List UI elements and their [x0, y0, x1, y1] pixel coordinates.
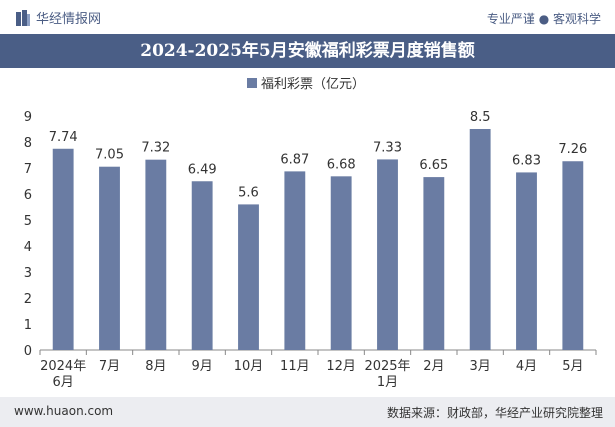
bar [516, 172, 537, 350]
bar [284, 171, 306, 350]
y-tick-label: 6 [24, 188, 32, 203]
data-label: 7.32 [141, 141, 170, 156]
x-tick-label: 8月 [145, 359, 166, 374]
y-tick-label: 8 [24, 136, 32, 151]
bar [562, 161, 584, 350]
footer-url: www.huaon.com [14, 404, 114, 418]
footer: www.huaon.com 数据来源：财政部，华经产业研究院整理 [0, 397, 615, 427]
slogan-right: 客观科学 [552, 12, 601, 26]
bar [377, 159, 398, 350]
bar [52, 148, 74, 350]
y-tick-label: 0 [24, 344, 32, 359]
y-tick-label: 7 [24, 162, 32, 177]
huaon-logo-icon [16, 9, 30, 26]
brand-name: 华经情报网 [36, 12, 102, 27]
data-label: 5.6 [238, 185, 259, 200]
data-label: 6.83 [512, 153, 541, 168]
bar [330, 176, 352, 350]
x-tick-label: 2025年 [364, 359, 410, 374]
slogan-left: 专业严谨 [486, 12, 535, 26]
y-tick-label: 1 [24, 318, 32, 333]
y-tick-label: 2 [24, 292, 32, 307]
legend-swatch [247, 78, 257, 88]
bar [423, 177, 445, 350]
x-tick-label: 7月 [99, 359, 120, 374]
x-tick-label: 11月 [280, 359, 310, 374]
y-tick-label: 3 [24, 266, 32, 281]
x-tick-label: 9月 [192, 359, 213, 374]
data-label: 6.65 [419, 158, 448, 173]
chart-title: 2024-2025年5月安徽福利彩票月度销售额 [0, 34, 615, 68]
x-tick-label: 6月 [53, 375, 74, 390]
x-tick-label: 12月 [326, 359, 356, 374]
bar [145, 159, 167, 350]
y-tick-label: 4 [24, 240, 32, 255]
top-bar: 华经情报网 专业严谨 ● 客观科学 [0, 0, 615, 34]
data-label: 7.74 [49, 130, 78, 145]
x-tick-label: 2月 [423, 359, 444, 374]
data-label: 6.87 [280, 152, 309, 167]
bar-chart: 福利彩票（亿元） 0 1 2 3 4 5 6 7 8 9 7.74 7.05 7.32 6.49 5.6 6.8… [24, 77, 597, 390]
data-label: 7.26 [558, 142, 587, 157]
x-tick-label: 3月 [470, 359, 491, 374]
x-tick-label: 10月 [234, 359, 264, 374]
bar [238, 204, 259, 350]
x-tick-label: 4月 [516, 359, 537, 374]
data-label: 6.49 [188, 162, 217, 177]
x-tick-label: 2024年 [40, 359, 86, 374]
brand: 华经情报网 [16, 8, 101, 27]
x-tick-label: 5月 [562, 359, 583, 374]
data-label: 8.5 [470, 110, 491, 125]
data-label: 7.33 [373, 140, 402, 155]
data-label: 6.68 [327, 157, 356, 172]
slogan: 专业严谨 ● 客观科学 [487, 10, 601, 27]
dot-separator-icon: ● [538, 12, 553, 26]
bar [469, 129, 491, 350]
y-tick-label: 5 [24, 214, 32, 229]
legend-label: 福利彩票（亿元） [261, 77, 365, 92]
y-tick-label: 9 [24, 110, 32, 125]
data-source: 数据来源：财政部，华经产业研究院整理 [386, 406, 603, 420]
data-label: 7.05 [95, 148, 124, 163]
x-tick-label: 1月 [377, 375, 398, 390]
bar [191, 181, 213, 350]
bar [99, 166, 120, 350]
